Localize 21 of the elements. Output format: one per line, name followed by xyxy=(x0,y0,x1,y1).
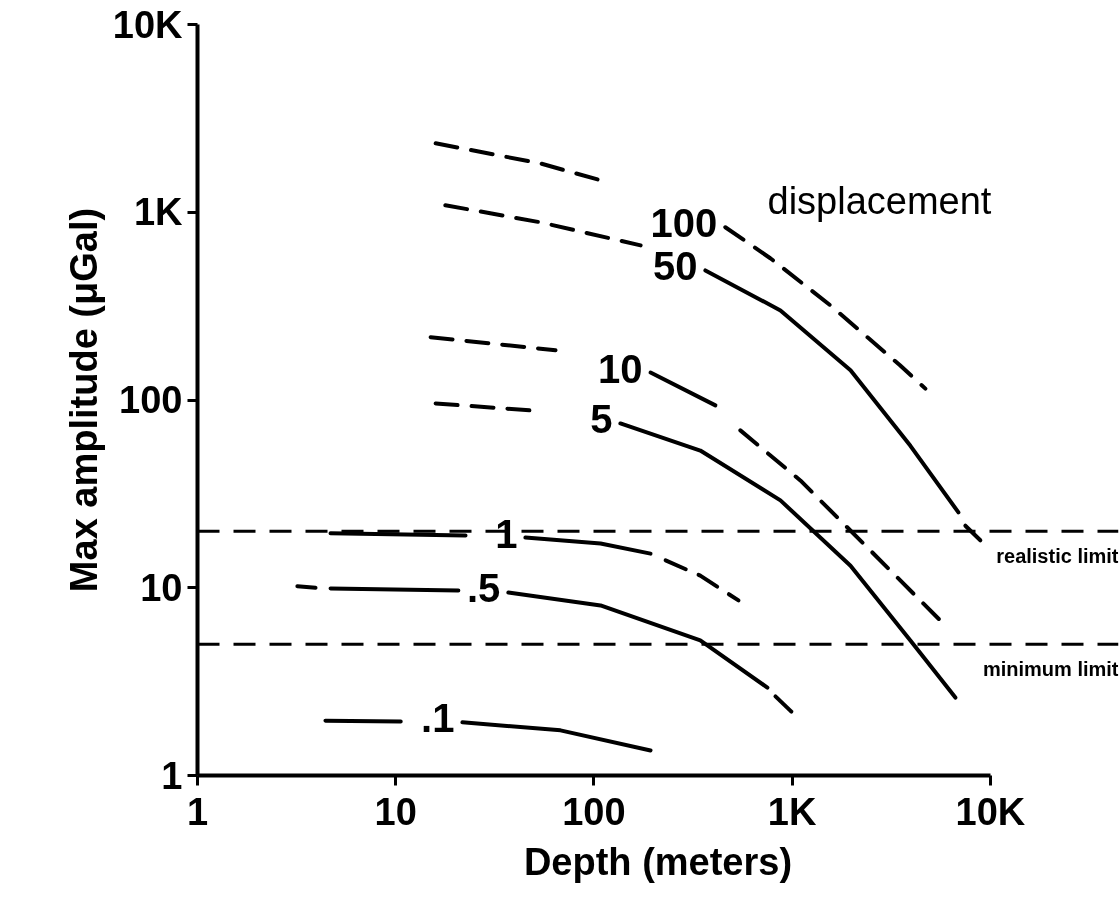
series-label: 5 xyxy=(590,397,613,442)
series-label: 10 xyxy=(598,346,643,391)
y-tick-label: 10K xyxy=(112,3,184,46)
annotation: displacement xyxy=(767,179,992,222)
y-tick-label: 100 xyxy=(119,379,183,421)
x-tick-label: 10K xyxy=(955,790,1026,833)
series-label: .1 xyxy=(421,696,455,741)
ref-line-label: realistic limit xyxy=(996,545,1119,568)
series-label: 1 xyxy=(495,511,518,556)
ref-line-label: minimum limit xyxy=(982,658,1119,681)
x-tick-label: 10 xyxy=(374,790,417,833)
series-label: .5 xyxy=(466,566,501,611)
series-label: 50 xyxy=(652,244,698,289)
y-axis-title: Max amplitude (μGal) xyxy=(62,207,105,593)
x-tick-label: 1K xyxy=(767,790,817,833)
x-axis-title: Depth (meters) xyxy=(523,840,793,883)
y-tick-label: 1 xyxy=(161,754,183,797)
x-tick-label: 100 xyxy=(562,790,626,833)
series-label: 100 xyxy=(650,201,718,246)
y-tick-label: 10 xyxy=(140,566,183,609)
y-tick-label: 1K xyxy=(133,191,184,234)
